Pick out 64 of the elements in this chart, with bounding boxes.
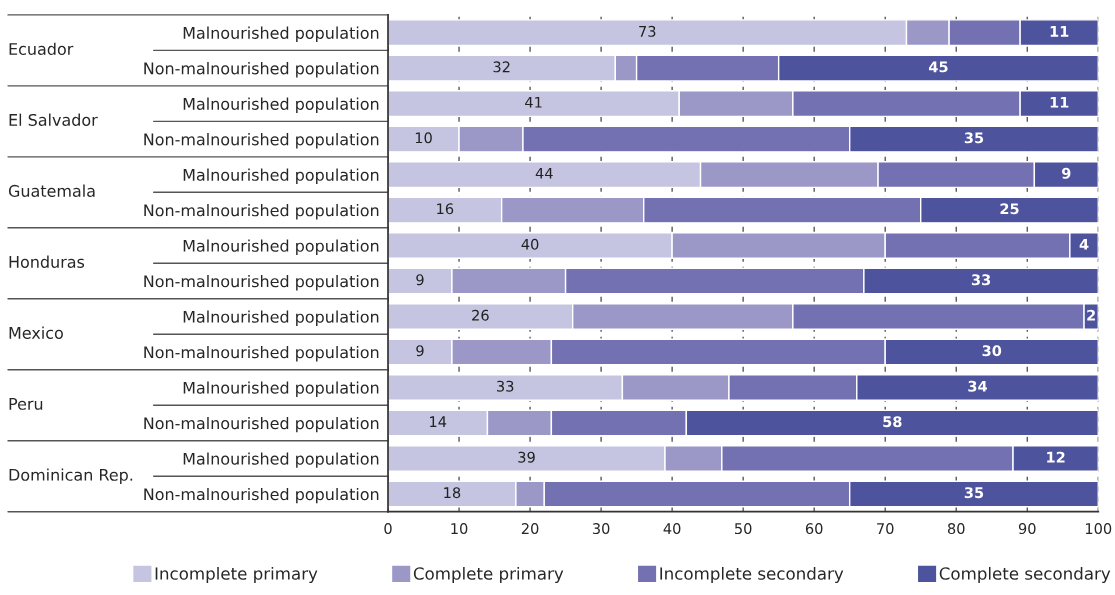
y-tick-label: Non-malnourished population — [144, 416, 379, 433]
y-tick-label: Malnourished population — [183, 97, 379, 113]
data-label: 35 — [964, 487, 984, 499]
legend-label: Incomplete secondary — [660, 566, 844, 584]
data-label: 26 — [472, 309, 489, 321]
data-label: 9 — [416, 345, 424, 357]
y-tick-label: Non-malnourished population — [144, 133, 379, 149]
legend-label: Complete primary — [413, 566, 564, 584]
data-label: 2 — [1087, 309, 1095, 321]
y-tick-label: Malnourished population — [183, 239, 379, 255]
x-tick-label: 30 — [592, 523, 610, 535]
data-label: 30 — [982, 345, 1002, 357]
x-tick-label: 100 — [1085, 523, 1112, 535]
x-tick-label: 60 — [805, 523, 823, 535]
y-tick-label: Malnourished population — [183, 310, 379, 326]
text: Guatemala — [8, 184, 95, 197]
data-label: 11 — [1050, 26, 1069, 37]
data-label: 45 — [928, 61, 948, 73]
data-label: 18 — [444, 487, 461, 499]
data-label: 32 — [493, 61, 510, 73]
text: Peru — [9, 398, 43, 410]
y-tick-label: Non-malnourished population — [144, 345, 379, 362]
legend-label: Incomplete primary — [155, 566, 318, 584]
data-label: 39 — [518, 451, 535, 463]
text: Dominican Rep. — [9, 468, 133, 484]
x-tick-label: 70 — [877, 523, 894, 535]
x-tick-label: 40 — [663, 523, 681, 535]
y-tick-label: Malnourished population — [183, 381, 379, 397]
x-tick-label: 50 — [734, 523, 752, 535]
text: Honduras — [9, 255, 85, 268]
data-label: 4 — [1079, 238, 1089, 250]
y-tick-label: Non-malnourished population — [144, 487, 379, 504]
y-tick-label: Malnourished population — [183, 26, 379, 43]
x-tick-label: 90 — [1018, 523, 1036, 535]
data-label: 11 — [1050, 96, 1069, 108]
data-label: 9 — [1061, 167, 1071, 179]
data-label: 40 — [521, 238, 539, 250]
x-tick-label: 80 — [947, 523, 965, 535]
data-label: 9 — [416, 274, 424, 286]
legend-label: Complete secondary — [939, 566, 1111, 584]
text: Ecuador — [9, 42, 74, 55]
data-label: 35 — [964, 132, 984, 144]
data-label: 41 — [525, 96, 542, 108]
data-label: 58 — [883, 416, 902, 428]
data-label: 34 — [968, 380, 988, 392]
data-label: 10 — [415, 132, 432, 144]
text: El Salvador — [9, 113, 98, 126]
x-tick-label: 10 — [451, 523, 468, 535]
data-label: 25 — [1000, 203, 1019, 215]
x-tick-label: 20 — [521, 523, 539, 535]
data-label: 73 — [639, 25, 656, 37]
data-label: 33 — [971, 274, 991, 286]
data-label: 12 — [1047, 451, 1065, 463]
y-tick-label: Malnourished population — [183, 452, 379, 468]
y-tick-label: Non-malnourished population — [144, 274, 379, 291]
data-label: 33 — [497, 380, 514, 392]
data-label: 14 — [430, 416, 447, 428]
data-label: 16 — [437, 203, 454, 215]
text: Mexico — [9, 326, 63, 339]
x-tick-label: 0 — [384, 523, 392, 535]
data-label: 44 — [535, 167, 553, 179]
y-tick-label: Malnourished population — [183, 168, 379, 184]
y-tick-label: Non-malnourished population — [144, 62, 379, 78]
y-tick-label: Non-malnourished population — [144, 203, 379, 220]
